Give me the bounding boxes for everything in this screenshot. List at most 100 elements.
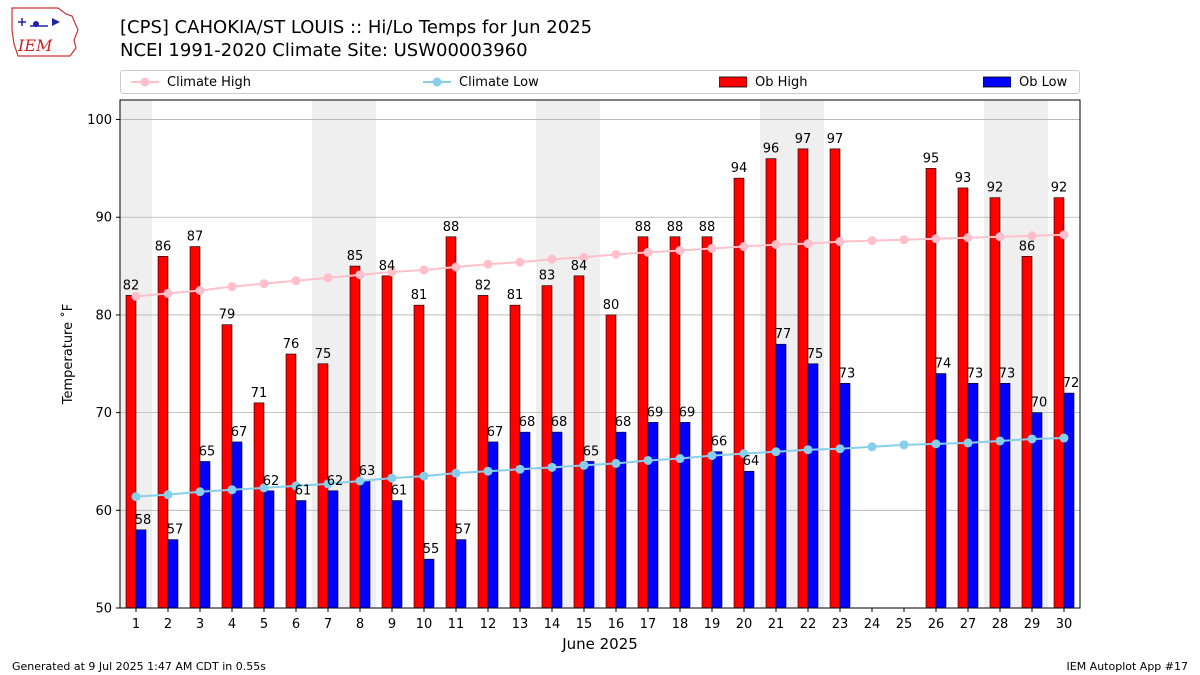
climate-high-point: [451, 262, 461, 272]
climate-low-line: [135, 437, 1065, 498]
climate-low-point: [739, 449, 749, 459]
label-ob-high: 87: [187, 230, 204, 245]
x-tick-label: 7: [324, 617, 332, 632]
x-tick-label: 2: [164, 617, 172, 632]
bar-ob-high: [1021, 256, 1033, 609]
climate-low-point: [131, 492, 141, 502]
climate-high-point: [867, 236, 877, 246]
bar-ob-low: [167, 539, 179, 609]
legend-climate-low: Climate Low: [423, 71, 539, 93]
climate-high-point: [899, 235, 909, 245]
label-ob-high: 86: [155, 239, 172, 254]
climate-high-point: [195, 286, 205, 295]
label-ob-high: 88: [667, 220, 684, 235]
label-ob-high: 81: [507, 288, 524, 303]
legend-climate-high: Climate High: [131, 71, 251, 93]
climate-high-point: [291, 276, 301, 286]
climate-high-point: [419, 265, 429, 275]
x-tick-label: 3: [196, 617, 204, 632]
climate-low-point: [675, 454, 685, 464]
label-ob-low: 65: [199, 444, 216, 459]
bar-ob-high: [957, 187, 969, 609]
climate-low-point: [771, 447, 781, 457]
climate-high-point: [835, 237, 845, 247]
bar-ob-low: [839, 383, 851, 609]
label-ob-low: 66: [711, 435, 728, 450]
bar-ob-low: [711, 451, 723, 609]
x-tick-label: 15: [576, 617, 593, 632]
bar-ob-low: [679, 422, 691, 609]
x-tick-label: 11: [448, 617, 465, 632]
bar-ob-high: [765, 158, 777, 609]
bar-ob-low: [967, 383, 979, 609]
climate-low-point: [1027, 434, 1037, 444]
bar-ob-low: [359, 480, 371, 609]
x-tick-label: 24: [864, 617, 881, 632]
x-tick-label: 12: [480, 617, 497, 632]
label-ob-high: 82: [123, 278, 140, 293]
x-tick-label: 23: [832, 617, 849, 632]
legend-line-marker-icon: [131, 77, 159, 87]
climate-low-point: [195, 487, 205, 497]
label-ob-low: 62: [327, 474, 344, 489]
legend-swatch-icon: [719, 76, 747, 88]
bar-ob-high: [637, 236, 649, 609]
climate-low-point: [835, 444, 845, 454]
bar-ob-low: [327, 490, 339, 609]
x-tick-label: 13: [512, 617, 529, 632]
x-tick-label: 21: [768, 617, 785, 632]
climate-low-point: [259, 483, 269, 493]
x-tick-label: 10: [416, 617, 433, 632]
x-tick-label: 8: [356, 617, 364, 632]
climate-high-point: [259, 279, 269, 289]
label-ob-low: 55: [423, 542, 440, 557]
climate-high-point: [771, 240, 781, 250]
label-ob-high: 88: [443, 220, 460, 235]
label-ob-low: 68: [615, 415, 632, 430]
bar-ob-high: [349, 265, 361, 609]
bar-ob-high: [189, 246, 201, 609]
climate-high-point: [739, 242, 749, 252]
logo-text: IEM: [17, 36, 53, 55]
climate-high-point: [963, 233, 973, 243]
bar-ob-high: [573, 275, 585, 609]
bar-ob-high: [477, 295, 489, 609]
label-ob-low: 67: [487, 425, 504, 440]
climate-low-point: [803, 445, 813, 455]
bar-ob-high: [925, 168, 937, 609]
legend: Climate High Climate Low Ob High Ob Low: [120, 70, 1080, 94]
label-ob-low: 69: [647, 405, 664, 420]
bar-ob-low: [1063, 392, 1075, 609]
bar-ob-high: [1053, 197, 1065, 609]
bar-ob-high: [669, 236, 681, 609]
legend-swatch-icon: [983, 76, 1011, 88]
climate-low-point: [547, 462, 557, 472]
label-ob-low: 57: [167, 523, 184, 538]
climate-low-point: [323, 479, 333, 489]
x-tick-label: 5: [260, 617, 268, 632]
bar-ob-high: [989, 197, 1001, 609]
climate-low-point: [931, 439, 941, 449]
label-ob-low: 67: [231, 425, 248, 440]
climate-low-point: [643, 455, 653, 465]
bar-ob-low: [199, 461, 211, 609]
climate-high-point: [707, 243, 717, 253]
label-ob-low: 74: [935, 357, 952, 372]
x-tick-label: 20: [736, 617, 753, 632]
climate-high-point: [387, 267, 397, 277]
climate-high-point: [547, 254, 557, 264]
y-tick-label: 90: [95, 211, 112, 226]
x-tick-label: 17: [640, 617, 657, 632]
climate-low-point: [707, 451, 717, 461]
generated-timestamp: Generated at 9 Jul 2025 1:47 AM CDT in 0…: [12, 660, 266, 673]
climate-high-point: [611, 249, 621, 259]
bar-ob-high: [509, 304, 521, 609]
bar-ob-low: [999, 383, 1011, 609]
x-axis-label: June 2025: [561, 635, 638, 653]
bar-ob-low: [391, 500, 403, 609]
label-ob-low: 70: [1031, 396, 1048, 411]
x-tick-label: 30: [1056, 617, 1073, 632]
label-ob-high: 85: [347, 249, 364, 264]
legend-label: Ob Low: [1019, 74, 1068, 90]
